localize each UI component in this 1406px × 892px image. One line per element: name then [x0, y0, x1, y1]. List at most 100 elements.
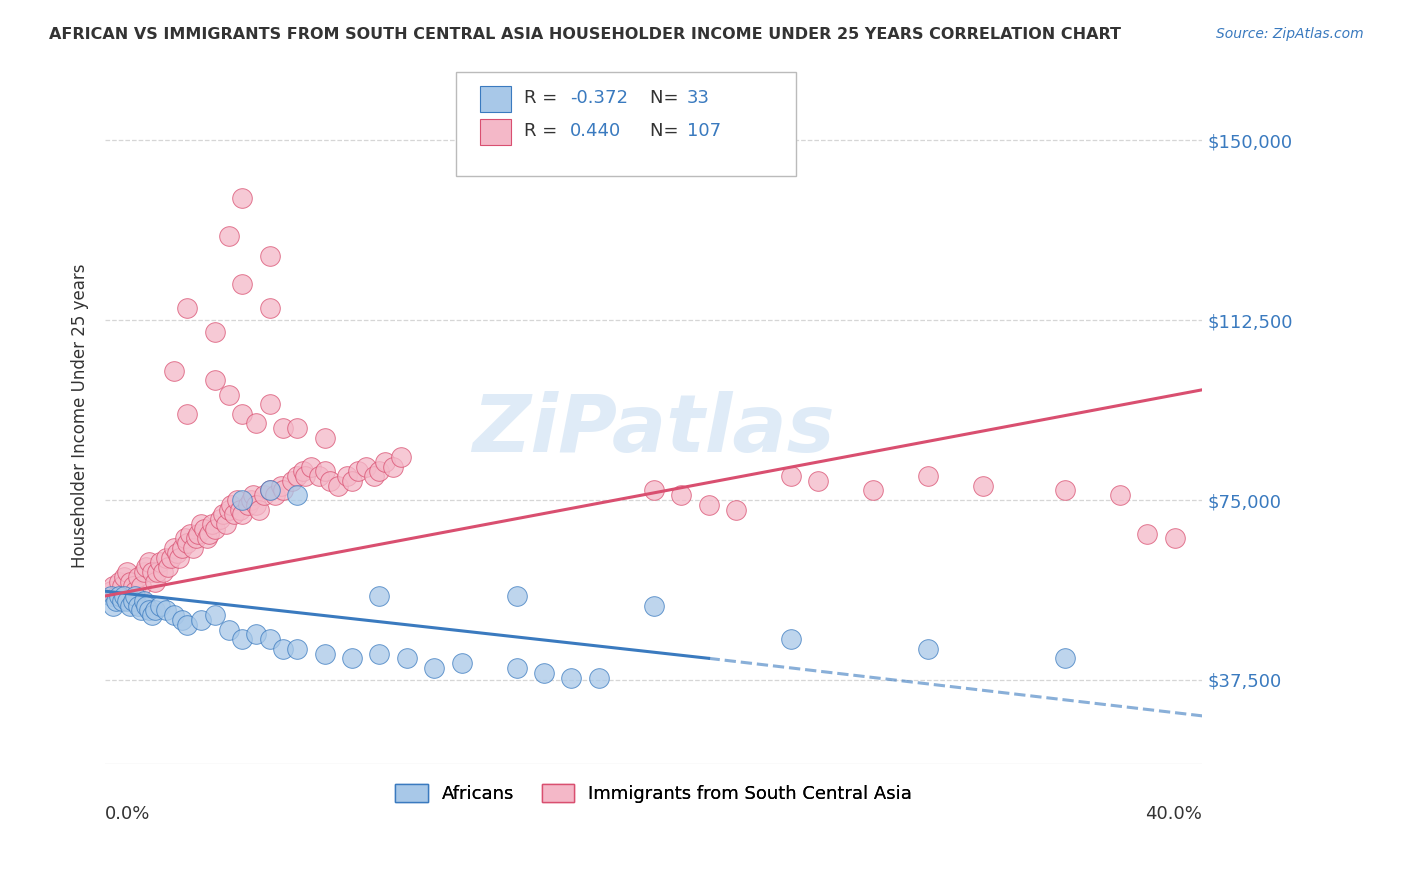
Point: [224, 508, 246, 522]
Point: [299, 459, 322, 474]
Point: [259, 301, 281, 316]
Point: [346, 464, 368, 478]
Point: [374, 455, 396, 469]
Point: [533, 665, 555, 680]
Point: [176, 536, 198, 550]
Point: [143, 574, 166, 589]
Point: [157, 560, 180, 574]
Point: [215, 517, 238, 532]
Point: [389, 450, 412, 464]
Point: [335, 469, 357, 483]
Point: [129, 603, 152, 617]
Point: [218, 229, 240, 244]
Point: [1109, 488, 1132, 502]
Point: [368, 589, 391, 603]
Text: 40.0%: 40.0%: [1146, 805, 1202, 823]
Point: [118, 574, 141, 589]
Point: [291, 464, 314, 478]
Point: [103, 599, 125, 613]
Text: AFRICAN VS IMMIGRANTS FROM SOUTH CENTRAL ASIA HOUSEHOLDER INCOME UNDER 25 YEARS : AFRICAN VS IMMIGRANTS FROM SOUTH CENTRAL…: [49, 27, 1121, 42]
Point: [285, 641, 308, 656]
Point: [105, 594, 128, 608]
Text: Source: ZipAtlas.com: Source: ZipAtlas.com: [1216, 27, 1364, 41]
Point: [314, 647, 336, 661]
Point: [779, 469, 801, 483]
Y-axis label: Householder Income Under 25 years: Householder Income Under 25 years: [72, 264, 89, 568]
Point: [108, 574, 131, 589]
Point: [103, 579, 125, 593]
Point: [132, 594, 155, 608]
Point: [118, 599, 141, 613]
Point: [184, 532, 207, 546]
FancyBboxPatch shape: [457, 72, 796, 177]
Point: [190, 517, 212, 532]
Point: [285, 421, 308, 435]
Point: [124, 589, 146, 603]
Point: [259, 248, 281, 262]
Point: [221, 498, 243, 512]
Point: [218, 387, 240, 401]
Point: [149, 599, 172, 613]
Point: [149, 556, 172, 570]
Point: [115, 594, 138, 608]
Point: [245, 627, 267, 641]
Point: [141, 608, 163, 623]
FancyBboxPatch shape: [481, 86, 512, 112]
Point: [1054, 483, 1077, 498]
Point: [170, 541, 193, 555]
Point: [382, 459, 405, 474]
Point: [643, 483, 665, 498]
Point: [807, 474, 830, 488]
Point: [166, 546, 188, 560]
Point: [218, 623, 240, 637]
Point: [108, 589, 131, 603]
Point: [135, 599, 157, 613]
Point: [112, 589, 135, 603]
Point: [201, 517, 224, 532]
Point: [354, 459, 377, 474]
Point: [115, 565, 138, 579]
Point: [245, 417, 267, 431]
Point: [231, 277, 253, 292]
Point: [176, 301, 198, 316]
Point: [643, 599, 665, 613]
Point: [135, 560, 157, 574]
Point: [285, 488, 308, 502]
Point: [259, 632, 281, 647]
Point: [247, 502, 270, 516]
Point: [100, 584, 122, 599]
Text: -0.372: -0.372: [571, 89, 628, 107]
Point: [173, 532, 195, 546]
Point: [204, 373, 226, 387]
Point: [340, 651, 363, 665]
Point: [395, 651, 418, 665]
Point: [505, 661, 527, 675]
Point: [862, 483, 884, 498]
Text: 0.440: 0.440: [571, 122, 621, 140]
Point: [1054, 651, 1077, 665]
Text: N=: N=: [651, 122, 685, 140]
Point: [179, 526, 201, 541]
Point: [152, 565, 174, 579]
Point: [314, 464, 336, 478]
Point: [273, 641, 295, 656]
Point: [143, 603, 166, 617]
Text: R =: R =: [524, 122, 564, 140]
Point: [231, 493, 253, 508]
Point: [308, 469, 330, 483]
Point: [176, 617, 198, 632]
Point: [280, 474, 302, 488]
Point: [198, 526, 221, 541]
Point: [127, 599, 149, 613]
Point: [193, 522, 215, 536]
Point: [314, 431, 336, 445]
Point: [423, 661, 446, 675]
Point: [779, 632, 801, 647]
Point: [450, 656, 472, 670]
Point: [218, 502, 240, 516]
Point: [132, 565, 155, 579]
Point: [187, 526, 209, 541]
Text: 33: 33: [686, 89, 710, 107]
Point: [190, 613, 212, 627]
Point: [124, 584, 146, 599]
